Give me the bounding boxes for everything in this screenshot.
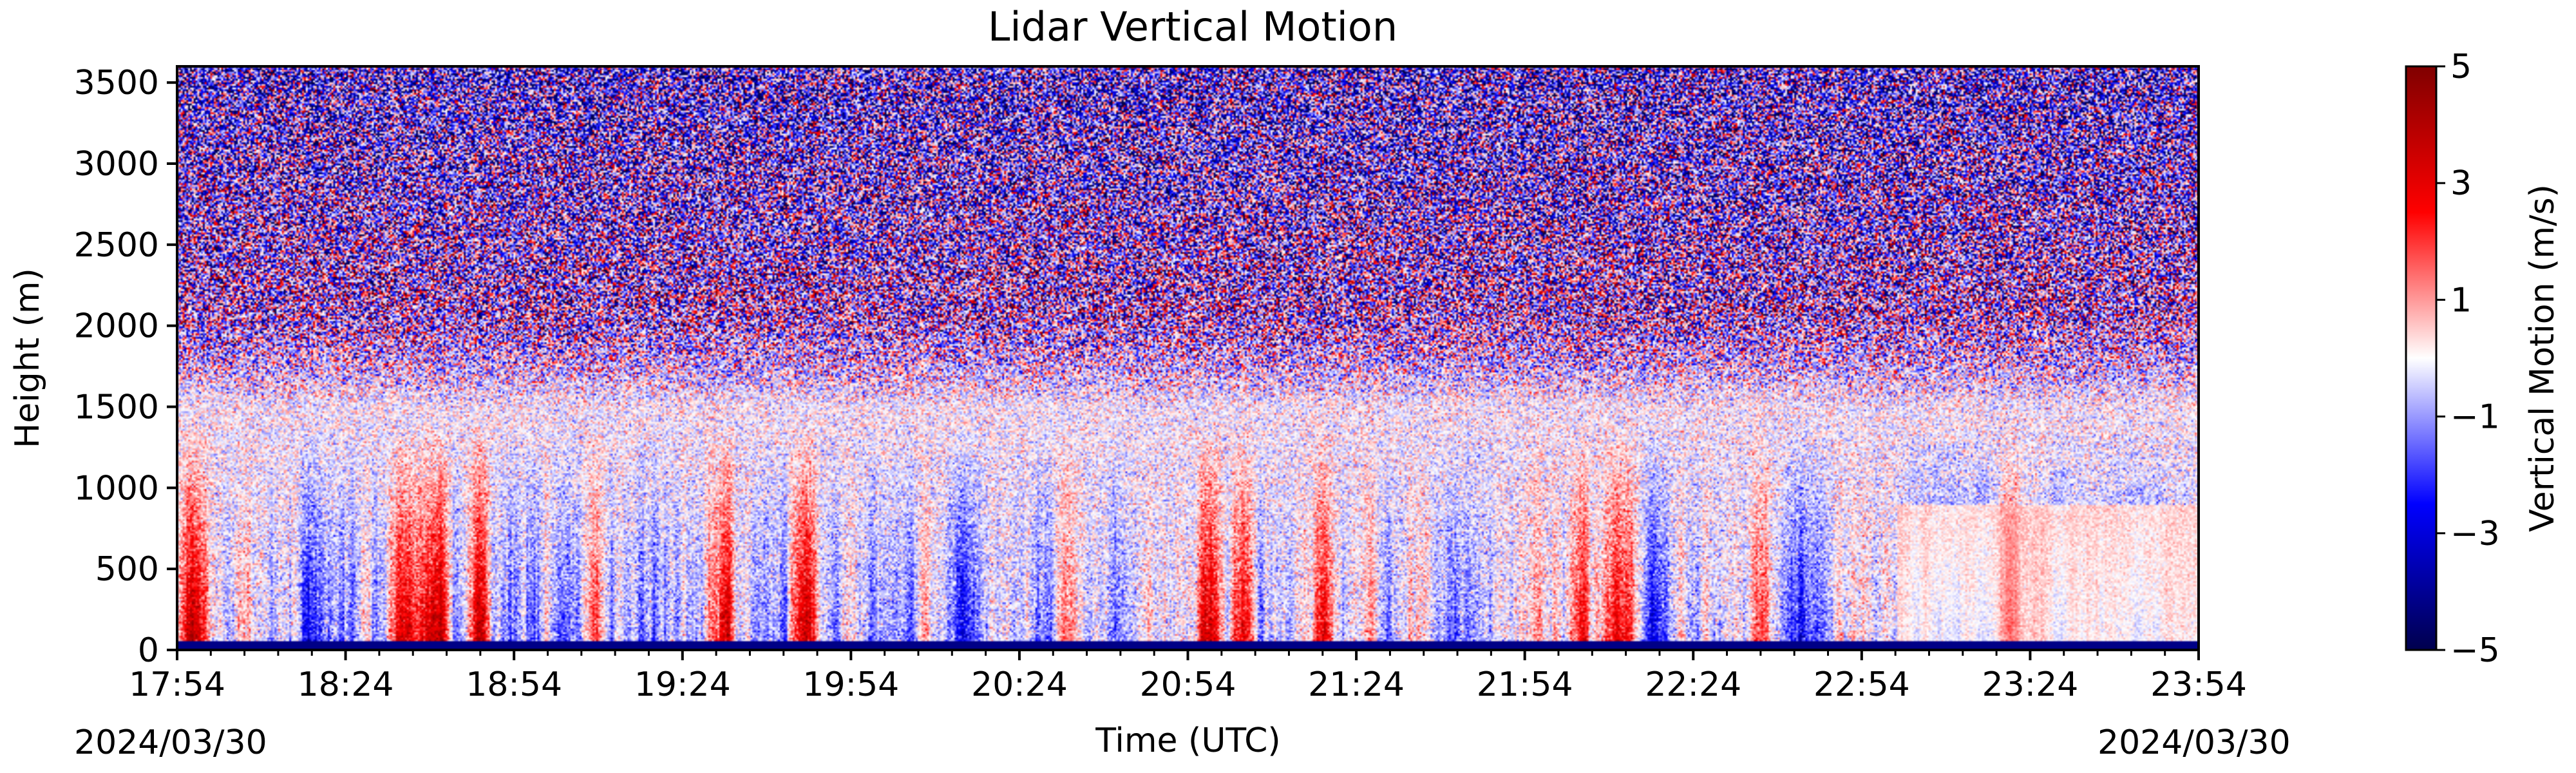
y-tick-label: 3500 — [74, 64, 159, 102]
x-tick-label: 18:54 — [466, 665, 562, 704]
x-tick-label: 17:54 — [129, 665, 225, 704]
colorbar-label: Vertical Motion (m/s) — [2523, 184, 2562, 532]
colorbar-tick-label: −3 — [2450, 515, 2500, 553]
y-axis-label: Height (m) — [8, 268, 47, 448]
x-tick-label: 22:54 — [1814, 665, 1910, 704]
x-tick-label: 22:24 — [1645, 665, 1741, 704]
y-tick-label: 2000 — [74, 307, 159, 346]
colorbar-tick-label: 3 — [2450, 164, 2472, 203]
y-tick-label: 500 — [95, 550, 159, 589]
colorbar-tick-label: −1 — [2450, 398, 2500, 437]
y-tick-label: 3000 — [74, 145, 159, 184]
colorbar-tick-label: 5 — [2450, 48, 2472, 86]
y-axis: 0 500 1000 1500 2000 2500 3000 3500 — [74, 64, 177, 670]
x-tick-label: 18:24 — [298, 665, 394, 704]
x-tick-label: 21:54 — [1477, 665, 1573, 704]
y-tick-label: 1500 — [74, 388, 159, 427]
colorbar-tick-label: 1 — [2450, 281, 2472, 320]
start-date-label: 2024/03/30 — [74, 723, 267, 762]
colorbar — [2405, 65, 2438, 651]
x-tick-label: 23:24 — [1982, 665, 2078, 704]
y-tick-label: 0 — [138, 631, 159, 670]
x-tick-label: 21:24 — [1308, 665, 1405, 704]
x-axis: 17:54 18:24 18:54 19:24 19:54 20:24 20:54 21:24… — [129, 650, 2247, 704]
y-tick-label: 1000 — [74, 469, 159, 508]
heatmap-image — [177, 66, 2199, 650]
x-tick-label: 19:24 — [634, 665, 731, 704]
colorbar-tick-label: −5 — [2450, 631, 2500, 670]
x-tick-label: 20:54 — [1140, 665, 1236, 704]
x-tick-label: 19:54 — [802, 665, 899, 704]
y-tick-label: 2500 — [74, 226, 159, 265]
x-tick-label: 23:54 — [2150, 665, 2247, 704]
end-date-label: 2024/03/30 — [2098, 723, 2291, 762]
chart-title: Lidar Vertical Motion — [988, 3, 1397, 50]
x-axis-label: Time (UTC) — [1095, 721, 1280, 760]
x-tick-label: 20:24 — [971, 665, 1068, 704]
colorbar-axis: 5 3 1 −1 −3 −5 — [2436, 48, 2500, 670]
